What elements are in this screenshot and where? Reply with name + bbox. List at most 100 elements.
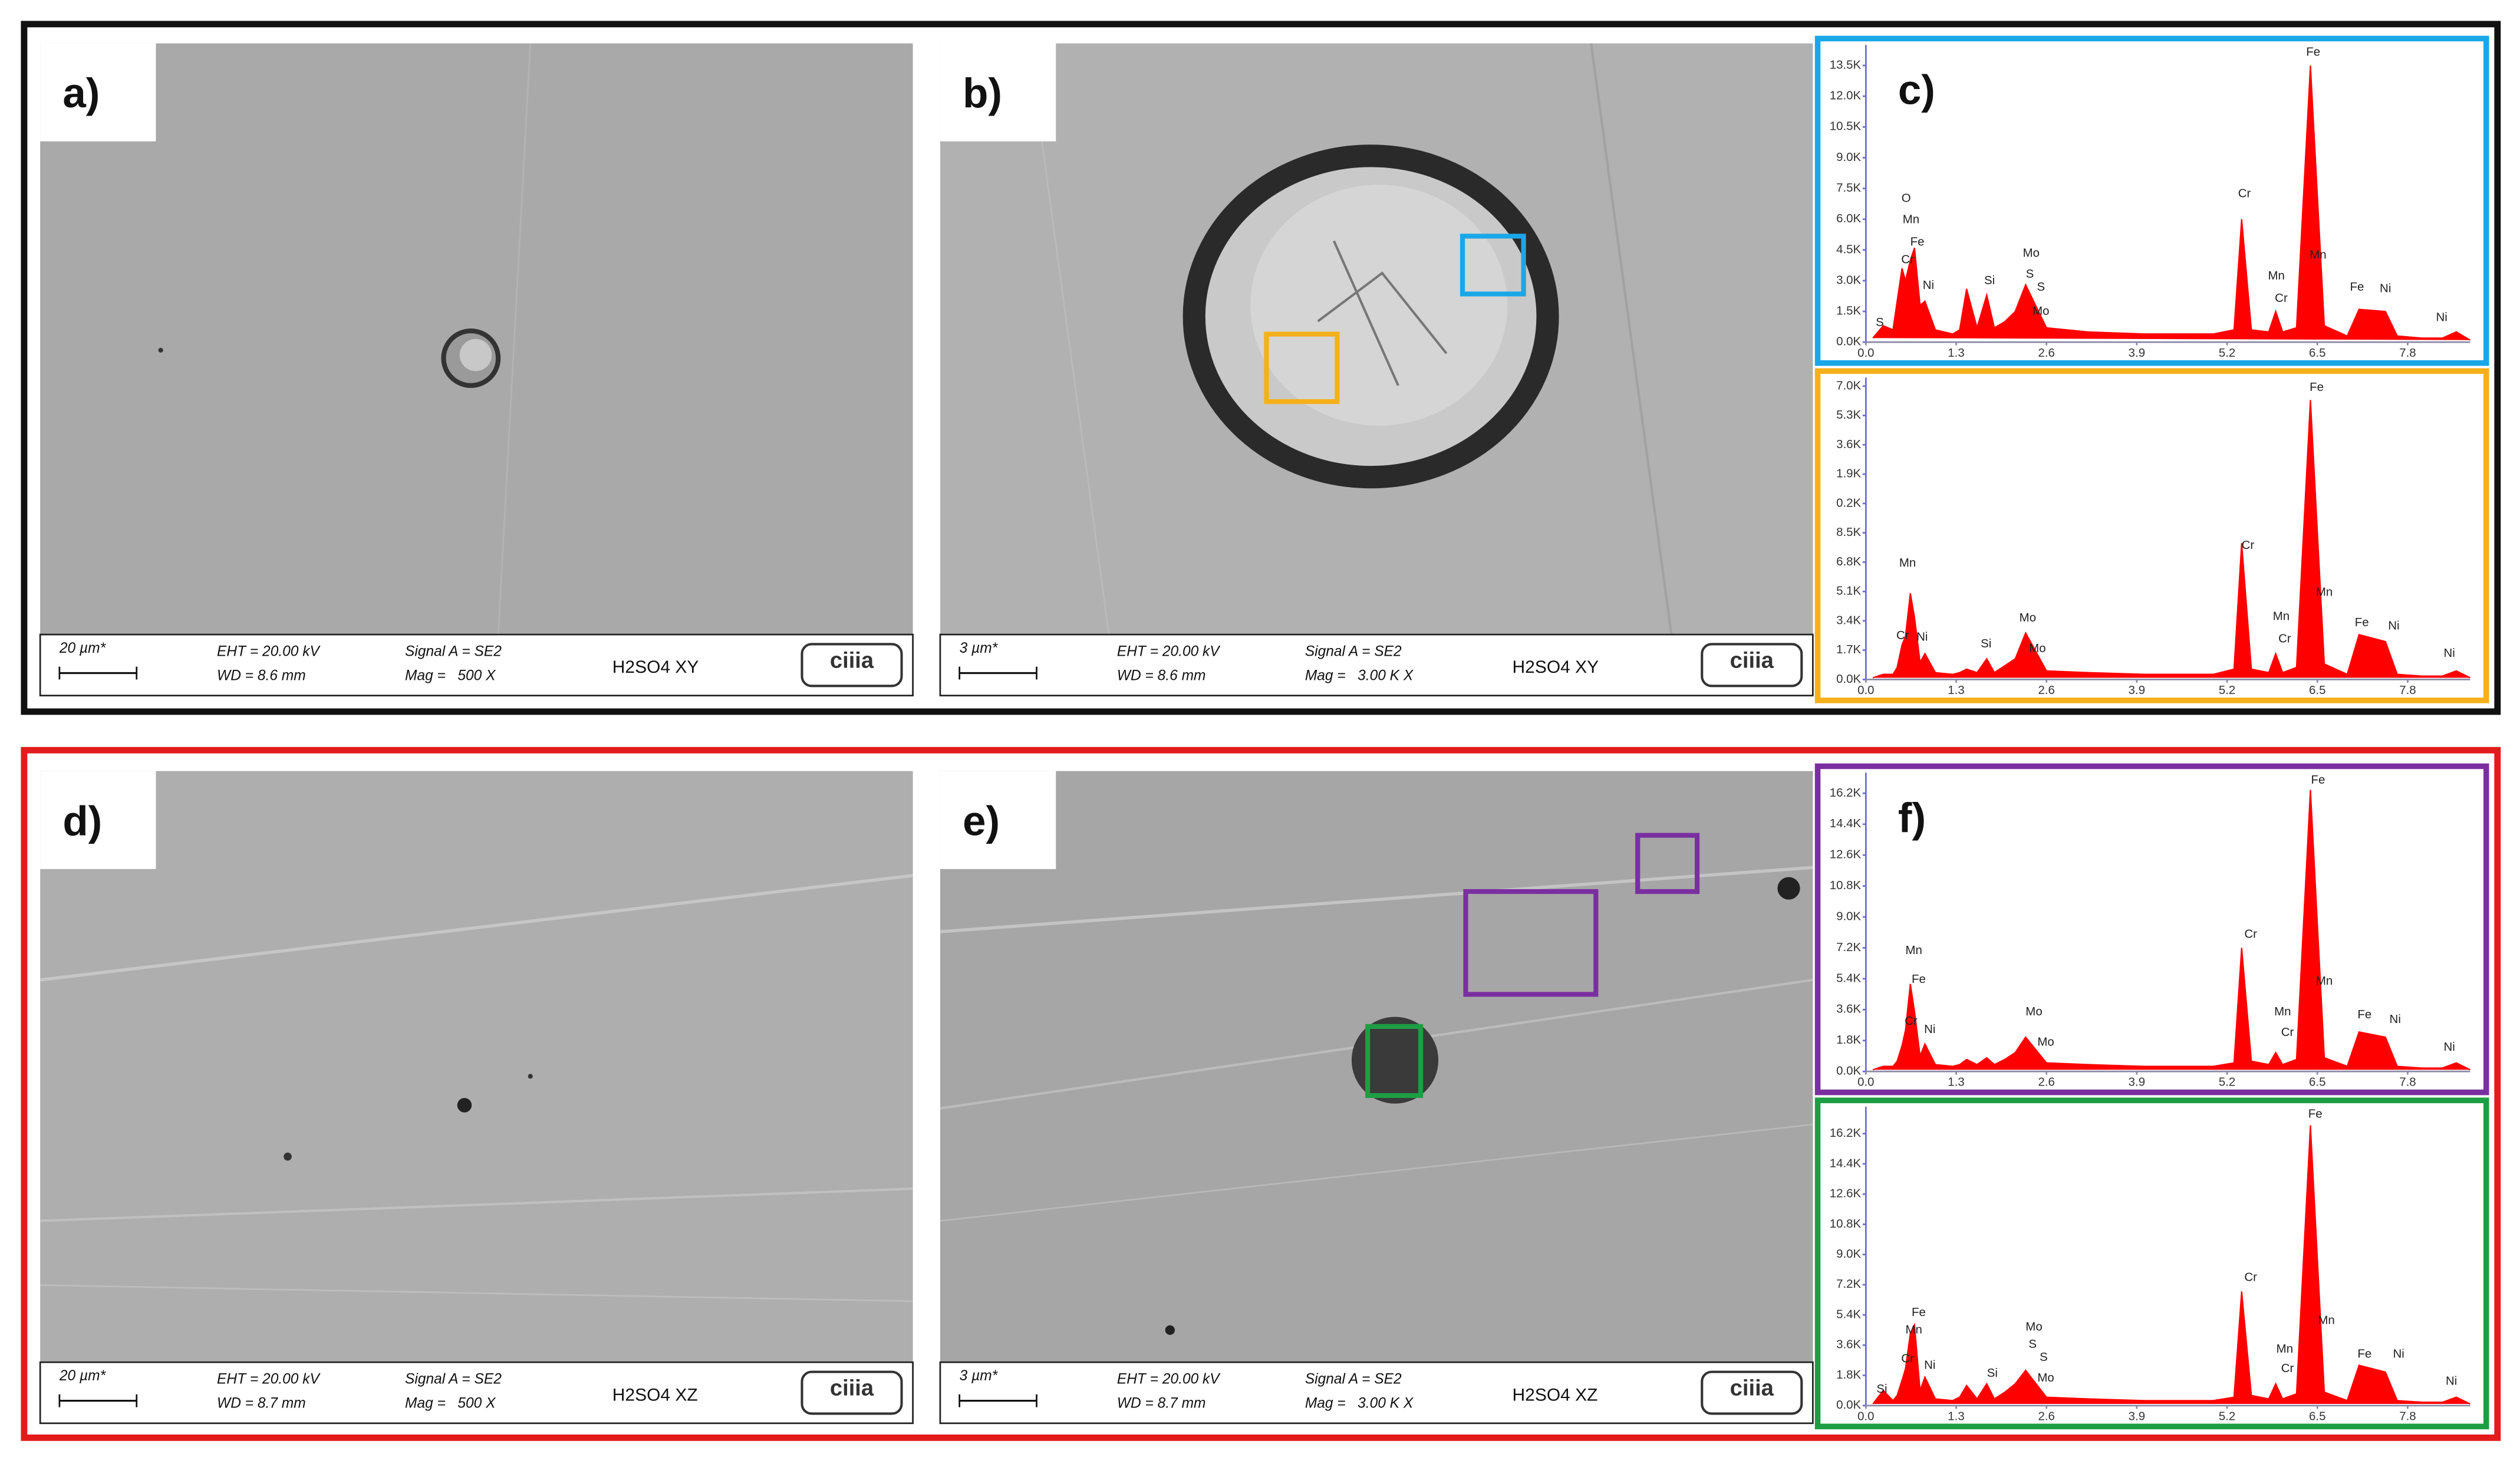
y-tick-label: 16.2K bbox=[1830, 1126, 1862, 1140]
bottom-frame bbox=[21, 746, 2501, 1441]
y-tick-label: 8.5K bbox=[1836, 525, 1861, 539]
y-tick-label: 5.4K bbox=[1836, 1308, 1861, 1321]
y-tick-label: 14.4K bbox=[1830, 817, 1862, 830]
peak-label: Mn bbox=[1903, 213, 1919, 226]
top-frame bbox=[21, 21, 2501, 715]
x-tick-label: 2.6 bbox=[2038, 1076, 2054, 1089]
y-tick-label: 0.0K bbox=[1836, 1398, 1861, 1412]
label-box bbox=[940, 771, 1056, 869]
panel-label: a) bbox=[62, 70, 100, 117]
y-tick-label: 0.0K bbox=[1836, 335, 1861, 348]
y-tick-label: 4.5K bbox=[1836, 242, 1861, 256]
highlight-box bbox=[1635, 833, 1700, 894]
sample: H2SO4 XZ bbox=[612, 1385, 698, 1405]
label-box bbox=[940, 43, 1056, 142]
y-tick-label: 10.8K bbox=[1830, 879, 1862, 892]
x-tick-label: 6.5 bbox=[2309, 1409, 2325, 1423]
info-bar bbox=[39, 633, 914, 697]
y-tick-label: 3.0K bbox=[1836, 273, 1861, 287]
y-tick-label: 10.5K bbox=[1830, 120, 1862, 133]
x-tick-label: 6.5 bbox=[2309, 683, 2325, 697]
mag: Mag = 500 X bbox=[405, 667, 496, 683]
logo: ciiia bbox=[1730, 648, 1774, 673]
x-tick-label: 2.6 bbox=[2038, 683, 2054, 697]
y-tick-label: 12.6K bbox=[1830, 848, 1862, 861]
x-tick-label: 0.0 bbox=[1857, 1076, 1874, 1089]
peak-label: Ni bbox=[2443, 1040, 2455, 1054]
peak-label: Mn bbox=[2277, 1342, 2293, 1356]
x-tick-label: 2.6 bbox=[2038, 346, 2054, 360]
y-tick-label: 6.8K bbox=[1836, 555, 1861, 568]
x-tick-label: 6.5 bbox=[2309, 346, 2325, 360]
info-bar bbox=[939, 633, 1814, 697]
eht: EHT = 20.00 kV bbox=[217, 1372, 321, 1387]
wd: WD = 8.6 mm bbox=[1117, 667, 1206, 683]
y-tick-label: 5.4K bbox=[1836, 971, 1861, 985]
peak-label: Ni bbox=[2436, 311, 2447, 324]
scale-label: 3 µm* bbox=[960, 640, 999, 656]
scale-label: 20 µm* bbox=[59, 1368, 107, 1384]
spectrum-area bbox=[1872, 1125, 2470, 1405]
signal: Signal A = SE2 bbox=[405, 1372, 502, 1387]
peak-label: Cr bbox=[1901, 1352, 1914, 1366]
peak-label: Mo bbox=[2037, 1035, 2054, 1048]
peak-label: Mn bbox=[2316, 974, 2333, 988]
sample: H2SO4 XY bbox=[1513, 657, 1599, 677]
mag: Mag = 500 X bbox=[405, 1396, 496, 1412]
logo-box bbox=[1701, 1370, 1803, 1415]
x-tick-label: 3.9 bbox=[2129, 346, 2145, 360]
peak-label: Cr bbox=[2281, 1025, 2294, 1039]
peak-label: Mn bbox=[2268, 269, 2285, 282]
peak-label: Si bbox=[1987, 1366, 1998, 1380]
x-tick-label: 1.3 bbox=[1948, 1409, 1964, 1423]
x-tick-label: 1.3 bbox=[1948, 1076, 1964, 1089]
highlight-box bbox=[1460, 233, 1526, 297]
peak-label: Fe bbox=[2310, 380, 2324, 394]
x-tick-label: 3.9 bbox=[2129, 1076, 2145, 1089]
peak-label: Fe bbox=[2355, 616, 2369, 629]
y-tick-label: 16.2K bbox=[1830, 786, 1862, 800]
signal: Signal A = SE2 bbox=[1305, 644, 1402, 660]
mag: Mag = 3.00 K X bbox=[1305, 1396, 1414, 1412]
micrograph-e bbox=[940, 771, 1813, 1363]
y-tick-label: 9.0K bbox=[1836, 909, 1861, 923]
info-bar bbox=[39, 1361, 914, 1425]
y-tick-label: 7.0K bbox=[1836, 379, 1861, 392]
y-tick-label: 9.0K bbox=[1836, 150, 1861, 164]
info-bar bbox=[939, 1361, 1814, 1425]
spectrum-area bbox=[1872, 790, 2470, 1071]
peak-label: S bbox=[2026, 267, 2034, 281]
x-tick-label: 5.2 bbox=[2219, 1076, 2235, 1089]
peak-label: Mn bbox=[2274, 1005, 2291, 1018]
peak-label: Ni bbox=[2390, 1012, 2401, 1026]
peak-label: Cr bbox=[2244, 928, 2257, 941]
peak-label: Mo bbox=[2033, 304, 2049, 318]
peak-label: Cr bbox=[2238, 187, 2251, 200]
label-box bbox=[40, 43, 156, 142]
peak-label: Mn bbox=[1905, 1323, 1922, 1337]
scale-label: 3 µm* bbox=[960, 1368, 999, 1384]
panel-label: b) bbox=[963, 70, 1002, 117]
peak-label: Si bbox=[1981, 637, 1991, 650]
peak-label: S bbox=[1876, 315, 1884, 329]
peak-label: Fe bbox=[2357, 1347, 2371, 1360]
x-tick-label: 0.0 bbox=[1857, 683, 1874, 697]
x-tick-label: 7.8 bbox=[2399, 683, 2416, 697]
x-tick-label: 0.0 bbox=[1857, 1409, 1874, 1423]
y-tick-label: 1.8K bbox=[1836, 1368, 1861, 1382]
y-tick-label: 12.6K bbox=[1830, 1187, 1862, 1201]
y-tick-label: 3.6K bbox=[1836, 1002, 1861, 1016]
y-tick-label: 0.0K bbox=[1836, 672, 1861, 686]
peak-label: Mo bbox=[2025, 1320, 2042, 1333]
peak-label: Mn bbox=[2316, 585, 2333, 598]
peak-label: Cr bbox=[2242, 538, 2255, 552]
peak-label: Mo bbox=[2029, 642, 2045, 655]
logo: ciiia bbox=[830, 648, 874, 673]
y-tick-label: 7.2K bbox=[1836, 1277, 1861, 1291]
peak-label: Cr bbox=[2281, 1361, 2294, 1375]
y-tick-label: 5.1K bbox=[1836, 584, 1861, 598]
panel-label: d) bbox=[62, 798, 102, 844]
highlight-box bbox=[1365, 1024, 1424, 1098]
peak-label: S bbox=[2028, 1337, 2037, 1351]
peak-label: Fe bbox=[1910, 235, 1925, 248]
